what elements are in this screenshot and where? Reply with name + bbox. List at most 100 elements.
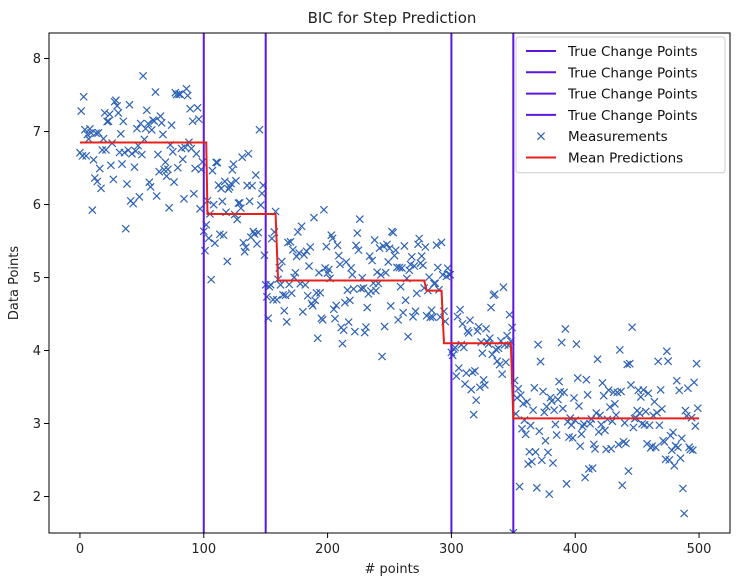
- measurement-point: [179, 194, 188, 203]
- measurement-point: [103, 117, 112, 126]
- measurement-point: [514, 384, 523, 393]
- measurement-point: [292, 252, 301, 261]
- measurement-point: [426, 313, 435, 322]
- measurement-point: [433, 263, 442, 272]
- measurement-point: [319, 205, 328, 214]
- measurement-point: [318, 315, 327, 324]
- measurement-point: [578, 422, 587, 431]
- measurement-point: [223, 257, 232, 266]
- measurement-point: [386, 301, 395, 310]
- measurement-point: [591, 444, 600, 454]
- measurement-point: [465, 316, 475, 325]
- measurement-point: [280, 306, 289, 315]
- measurement-point: [267, 234, 276, 243]
- y-tick-label: 2: [33, 490, 41, 505]
- measurement-point: [375, 244, 384, 253]
- legend-marker-swatch: [536, 132, 546, 141]
- measurement-point: [316, 288, 325, 297]
- measurement-point: [482, 324, 491, 333]
- measurement-point: [345, 296, 354, 305]
- measurement-point: [219, 231, 228, 240]
- measurement-point: [344, 318, 353, 327]
- measurement-point: [458, 319, 467, 328]
- measurement-point: [283, 238, 292, 247]
- measurement-point: [660, 437, 669, 447]
- measurement-point: [132, 124, 141, 133]
- measurement-point: [579, 419, 588, 428]
- measurement-point: [335, 260, 344, 269]
- measurement-point: [297, 222, 306, 231]
- measurement-point: [338, 339, 347, 348]
- measurement-point: [537, 456, 546, 465]
- measurement-point: [620, 418, 629, 427]
- measurement-point: [254, 228, 263, 237]
- measurement-point: [662, 347, 671, 356]
- measurement-point: [200, 246, 210, 255]
- y-axis: 2 3 4 5 6 7 8: [33, 52, 49, 505]
- measurement-point: [96, 184, 106, 193]
- measurement-point: [535, 427, 544, 436]
- measurement-point: [547, 397, 556, 406]
- measurement-point: [604, 386, 613, 395]
- measurement-point: [594, 427, 603, 436]
- measurement-point: [678, 484, 687, 493]
- measurement-point: [431, 279, 440, 288]
- measurement-point: [79, 92, 88, 101]
- measurement-point: [432, 241, 441, 250]
- x-tick-label: 400: [563, 542, 588, 557]
- measurement-point: [340, 298, 349, 307]
- measurement-point: [686, 445, 695, 454]
- measurement-point: [425, 273, 434, 282]
- measurement-point: [212, 158, 221, 167]
- measurement-point: [78, 151, 87, 160]
- measurement-point: [113, 101, 122, 110]
- measurement-point: [618, 481, 627, 490]
- measurement-point: [198, 157, 207, 166]
- measurement-point: [396, 282, 405, 291]
- measurement-point: [349, 284, 358, 294]
- measurement-point: [490, 290, 499, 299]
- measurement-point: [278, 290, 288, 299]
- measurement-point: [298, 307, 307, 316]
- measurement-point: [645, 421, 654, 430]
- measurement-point: [479, 375, 488, 384]
- measurement-point: [218, 197, 227, 206]
- measurement-point: [624, 467, 633, 476]
- measurement-point: [95, 164, 104, 173]
- measurement-point: [493, 357, 502, 366]
- measurement-point: [692, 359, 701, 368]
- y-tick-label: 5: [33, 271, 41, 286]
- measurement-point: [182, 84, 191, 93]
- measurement-point: [82, 151, 91, 160]
- measurement-point: [526, 421, 535, 430]
- measurement-point: [365, 252, 374, 261]
- measurement-point: [673, 443, 683, 452]
- measurement-point: [517, 424, 527, 433]
- measurement-point: [350, 327, 359, 336]
- y-tick-label: 3: [33, 417, 41, 432]
- measurement-point: [130, 163, 139, 172]
- measurement-point: [404, 332, 413, 341]
- measurement-point: [189, 189, 198, 198]
- measurement-point: [574, 401, 583, 410]
- measurement-point: [90, 173, 99, 183]
- measurement-point: [209, 200, 218, 209]
- measurement-point: [498, 370, 507, 379]
- measurement-point: [355, 215, 364, 224]
- measurement-point: [339, 326, 348, 335]
- legend: True Change Points True Change Points True…: [515, 36, 726, 174]
- measurement-point: [277, 257, 286, 266]
- measurement-point: [550, 406, 559, 415]
- chart-title: BIC for Step Prediction: [308, 9, 477, 27]
- measurement-point: [361, 323, 370, 332]
- measurement-point: [558, 404, 567, 413]
- measurement-point: [501, 358, 510, 367]
- measurement-point: [555, 377, 564, 386]
- measurement-point: [400, 241, 409, 250]
- x-axis-label: # points: [365, 562, 420, 577]
- measurement-point: [93, 177, 102, 186]
- measurement-point: [683, 384, 692, 393]
- measurement-point: [600, 426, 609, 435]
- measurement-point: [121, 224, 130, 233]
- x-tick-label: 500: [687, 542, 712, 557]
